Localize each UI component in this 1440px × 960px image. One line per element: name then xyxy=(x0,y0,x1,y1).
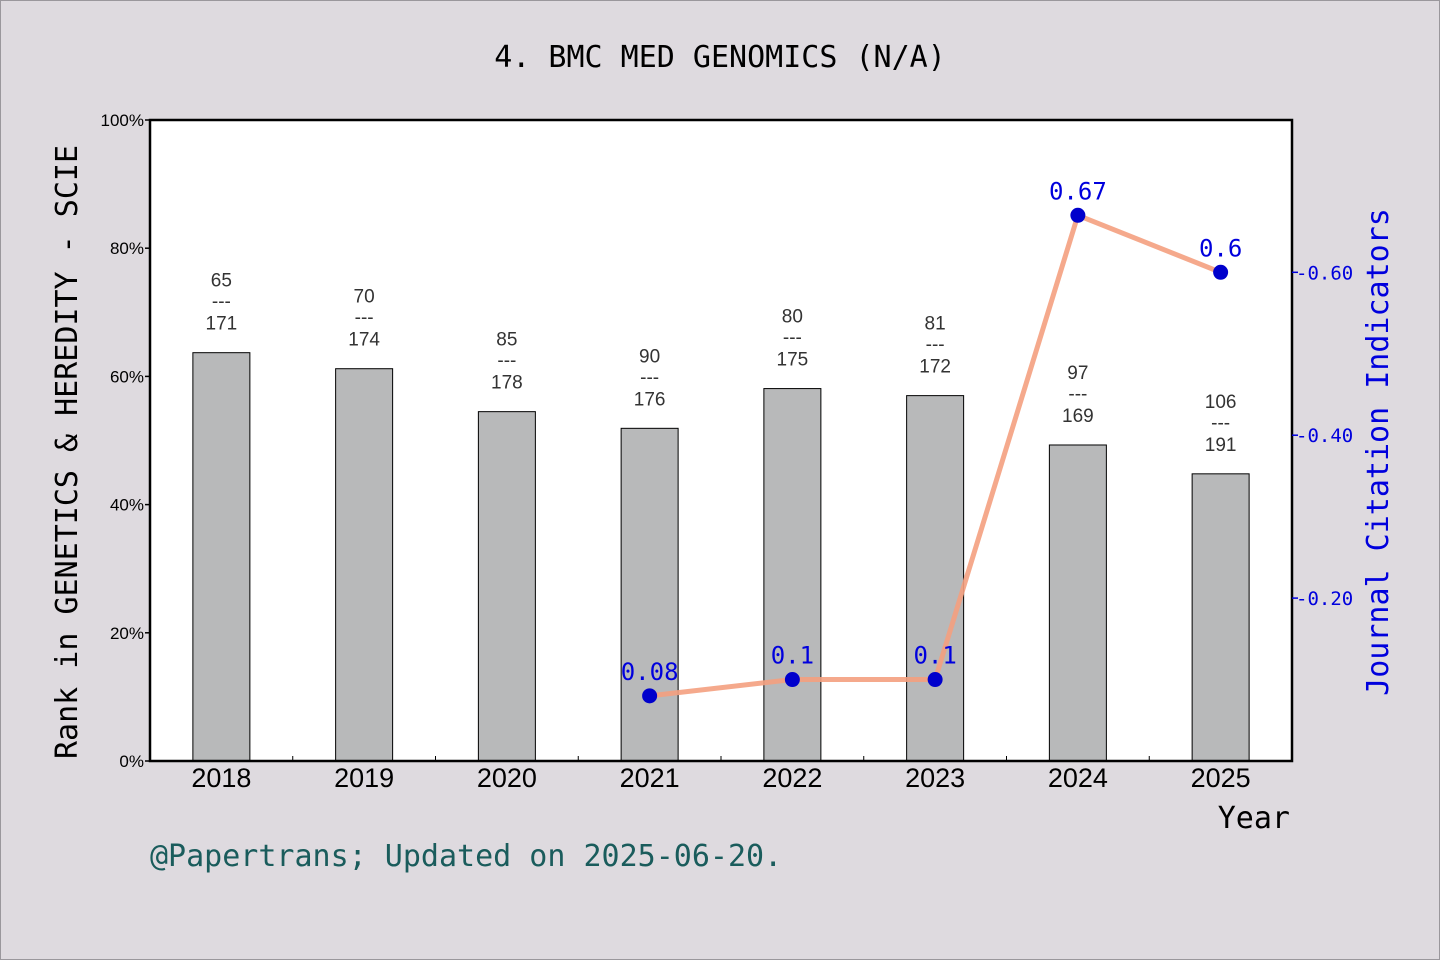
plot-background xyxy=(150,120,1292,761)
rank-label-2020: 85 xyxy=(496,330,517,351)
rank-total-2020: 178 xyxy=(491,373,523,394)
chart-title: 4. BMC MED GENOMICS (N/A) xyxy=(494,40,946,75)
y-left-tick-label: 40% xyxy=(110,496,144,515)
x-tick-label-2023: 2023 xyxy=(905,763,965,793)
bar-2023 xyxy=(906,395,965,762)
x-tick-label-2021: 2021 xyxy=(620,763,680,793)
plot-area xyxy=(150,120,1292,761)
footer-credit: @Papertrans; Updated on 2025-06-20. xyxy=(150,839,782,874)
rank-label-2025: 106 xyxy=(1205,392,1237,413)
axes-group: 0% 20% 40% 60% 80% 100% -0.20 -0.40 -0.60 2018 201… xyxy=(101,111,1354,793)
y-axis-left-label: Rank in GENETICS & HEREDITY - SCIE xyxy=(50,145,85,759)
jci-point-2021 xyxy=(642,688,658,704)
rank-label-2022: 80 xyxy=(782,307,803,328)
jci-value-label-2025: 0.6 xyxy=(1199,234,1242,262)
rank-total-2021: 176 xyxy=(634,389,666,410)
x-tick-label-2022: 2022 xyxy=(762,763,822,793)
x-tick-label-2020: 2020 xyxy=(477,763,537,793)
jci-value-label-2024: 0.67 xyxy=(1049,177,1107,205)
bar-2025 xyxy=(1191,473,1250,762)
rank-total-2019: 174 xyxy=(348,330,380,351)
rank-dash-2021: --- xyxy=(640,367,659,388)
jci-line-group: 0.08 0.1 0.1 0.67 0.6 xyxy=(621,177,1242,704)
x-tick-label-2018: 2018 xyxy=(191,763,251,793)
rank-total-2023: 172 xyxy=(919,357,951,378)
rank-total-2025: 191 xyxy=(1205,435,1237,456)
bar-2024 xyxy=(1048,444,1107,762)
y-right-tick-label: -0.20 xyxy=(1296,588,1353,610)
jci-point-2025 xyxy=(1213,264,1229,280)
rank-dash-2019: --- xyxy=(355,308,374,329)
rank-dash-2025: --- xyxy=(1211,413,1230,434)
rank-label-2018: 65 xyxy=(211,271,232,292)
jci-value-label-2023: 0.1 xyxy=(913,642,956,670)
rank-total-2022: 175 xyxy=(777,350,809,371)
rank-label-2024: 97 xyxy=(1067,363,1088,384)
bar-2018 xyxy=(192,352,251,762)
jci-point-2023 xyxy=(927,672,943,688)
y-left-tick-label: 60% xyxy=(110,367,144,386)
y-left-tick-label: 80% xyxy=(110,239,144,258)
x-tick-label-2025: 2025 xyxy=(1191,763,1251,793)
rank-label-2019: 70 xyxy=(354,287,375,308)
x-tick-label-2024: 2024 xyxy=(1048,763,1108,793)
jci-value-label-2021: 0.08 xyxy=(621,658,679,686)
y-left-tick-label: 0% xyxy=(119,752,144,771)
jci-point-2022 xyxy=(784,672,800,688)
y-left-tick-label: 100% xyxy=(101,111,144,130)
rank-dash-2018: --- xyxy=(212,292,231,313)
jci-value-label-2022: 0.1 xyxy=(771,642,814,670)
rank-label-2021: 90 xyxy=(639,346,660,367)
y-right-tick-label: -0.40 xyxy=(1296,425,1353,447)
bar-2019 xyxy=(335,368,394,762)
jci-point-2024 xyxy=(1070,207,1086,223)
y-right-tick-label: -0.60 xyxy=(1296,262,1353,284)
rank-label-2023: 81 xyxy=(925,314,946,335)
rank-total-2024: 169 xyxy=(1062,406,1094,427)
bar-2020 xyxy=(477,411,536,762)
bar-2022 xyxy=(763,388,822,762)
rank-dash-2023: --- xyxy=(926,335,945,356)
x-axis-label: Year xyxy=(1218,801,1290,836)
x-tick-label-2019: 2019 xyxy=(334,763,394,793)
y-left-tick-label: 20% xyxy=(110,624,144,643)
rank-dash-2022: --- xyxy=(783,328,802,349)
rank-dash-2024: --- xyxy=(1068,384,1087,405)
rank-total-2018: 171 xyxy=(206,314,238,335)
y-axis-right-label: Journal Citation Indicators xyxy=(1361,208,1396,696)
bar-2021 xyxy=(620,427,679,762)
rank-dash-2020: --- xyxy=(497,351,516,372)
